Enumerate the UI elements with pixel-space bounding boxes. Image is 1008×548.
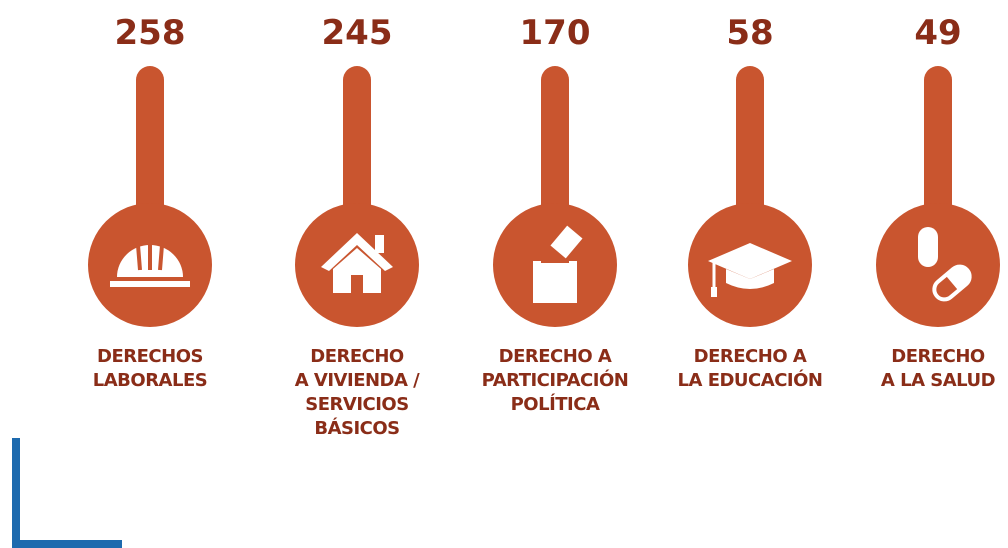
stem <box>541 66 569 226</box>
icon-circle <box>876 203 1000 327</box>
item-label: DERECHO A <box>499 346 612 367</box>
item-label: A LA SALUD <box>881 370 995 391</box>
item-label: A VIVIENDA / <box>295 370 420 391</box>
item-value: 49 <box>914 13 961 53</box>
item-label: POLÍTICA <box>511 393 600 415</box>
item-value: 58 <box>726 13 773 53</box>
corner-decoration <box>12 438 122 548</box>
items: 258 DERECHOS LABORALES 245 DERECHO A VIVIENDA… <box>88 13 1000 439</box>
item-value: 258 <box>115 13 186 53</box>
item-label: BÁSICOS <box>314 417 399 439</box>
item-value: 170 <box>520 13 591 53</box>
item-label: DERECHO A <box>694 346 807 367</box>
item: 58 DERECHO ALA EDUCACIÓN <box>678 13 823 391</box>
stem <box>736 66 764 226</box>
stem <box>343 66 371 226</box>
item-label: DERECHO <box>891 346 985 367</box>
item-label: PARTICIPACIÓN <box>482 369 629 391</box>
item-label: SERVICIOS <box>305 394 408 415</box>
stem <box>136 66 164 226</box>
item-label: LA EDUCACIÓN <box>678 369 823 391</box>
item-value: 245 <box>322 13 393 53</box>
item-label: DERECHO <box>310 346 404 367</box>
stem <box>924 66 952 226</box>
item-label: LABORALES <box>93 370 207 391</box>
item: 258 DERECHOS LABORALES <box>88 13 212 391</box>
item: 49 DERECHO A LA SALUD <box>876 13 1000 391</box>
item-label: DERECHOS <box>97 346 203 367</box>
